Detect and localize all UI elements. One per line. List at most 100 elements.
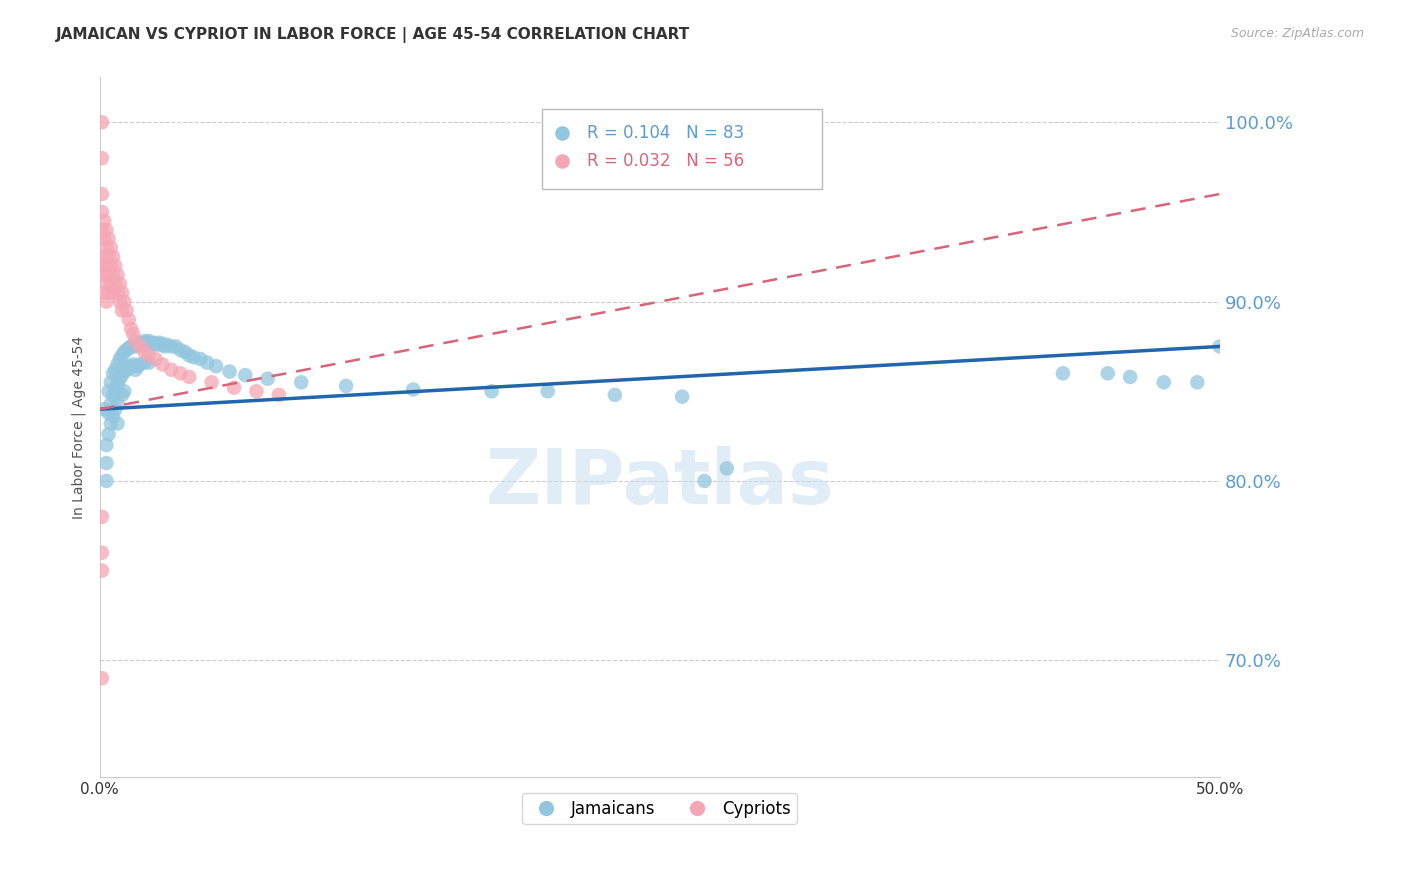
Point (104, 363, 127, 377)
Point (101, 367, 124, 381)
Point (112, 384, 135, 399)
Point (156, 337, 179, 351)
Point (108, 351, 131, 366)
Point (120, 321, 142, 335)
Point (96, 474, 118, 488)
Point (129, 358, 152, 372)
Point (107, 358, 129, 372)
Point (1209, 339, 1232, 353)
Point (107, 268, 129, 282)
Point (112, 344, 135, 359)
Point (150, 337, 173, 351)
Point (101, 250, 124, 264)
Point (104, 383, 127, 397)
Point (481, 384, 503, 399)
Point (97, 427, 120, 442)
Point (1014, 259, 1036, 273)
Point (134, 344, 156, 359)
Point (150, 358, 173, 372)
Point (96, 277, 118, 291)
Point (218, 365, 240, 379)
Point (233, 368, 256, 383)
Point (169, 343, 191, 357)
Point (107, 417, 129, 431)
Point (90, 205, 112, 219)
Point (111, 285, 134, 300)
Point (115, 363, 138, 377)
Point (97, 406, 120, 420)
Point (146, 337, 169, 351)
Point (93, 214, 115, 228)
Point (141, 335, 163, 350)
FancyBboxPatch shape (543, 109, 823, 189)
Point (245, 384, 267, 399)
Point (100, 241, 122, 255)
Point (97, 268, 120, 282)
Point (120, 339, 142, 353)
Point (96, 223, 118, 237)
Point (183, 350, 205, 364)
Text: ZIPatlas: ZIPatlas (485, 446, 834, 520)
Text: JAMAICAN VS CYPRIOT IN LABOR FORCE | AGE 45-54 CORRELATION CHART: JAMAICAN VS CYPRIOT IN LABOR FORCE | AGE… (56, 27, 690, 43)
Text: R = 0.032   N = 56: R = 0.032 N = 56 (586, 153, 744, 170)
Point (124, 334, 146, 348)
Point (118, 361, 141, 376)
Point (93, 250, 115, 264)
Point (118, 341, 141, 355)
Point (537, 384, 560, 399)
Point (107, 397, 129, 411)
Point (173, 344, 195, 359)
Point (108, 372, 131, 386)
Point (104, 259, 127, 273)
Text: Source: ZipAtlas.com: Source: ZipAtlas.com (1230, 27, 1364, 40)
Point (190, 351, 212, 366)
Point (120, 359, 142, 374)
Point (112, 294, 135, 309)
Point (100, 259, 122, 273)
Point (90, 259, 112, 273)
Point (101, 388, 124, 402)
Point (290, 376, 312, 390)
Point (179, 370, 201, 384)
Point (179, 348, 201, 362)
Point (129, 335, 152, 350)
Point (107, 285, 129, 300)
Point (335, 379, 357, 393)
Point (1153, 376, 1175, 390)
Point (90, 564, 112, 578)
Point (138, 348, 160, 362)
Point (671, 390, 693, 404)
Point (122, 326, 145, 341)
Point (90, 151, 112, 165)
Point (93, 402, 115, 417)
Point (96, 241, 118, 255)
Point (93, 232, 115, 246)
Point (104, 402, 127, 417)
Point (112, 365, 135, 379)
Point (93, 285, 115, 300)
Point (111, 368, 134, 383)
Point (145, 335, 167, 350)
Point (1187, 376, 1209, 390)
Point (149, 335, 172, 350)
Point (108, 277, 131, 291)
Point (131, 337, 153, 351)
Point (115, 343, 138, 357)
Point (122, 358, 145, 372)
Point (124, 363, 146, 377)
Point (153, 339, 176, 353)
Point (90, 223, 112, 237)
Point (1052, 367, 1074, 381)
Point (96, 456, 118, 470)
Point (165, 339, 187, 353)
Point (97, 384, 120, 399)
Point (97, 285, 120, 300)
Text: R = 0.104   N = 83: R = 0.104 N = 83 (586, 124, 744, 143)
Point (134, 334, 156, 348)
Point (201, 376, 224, 390)
Point (111, 303, 134, 318)
Point (97, 250, 120, 264)
Point (101, 409, 124, 424)
Point (134, 355, 156, 369)
Legend: Jamaicans, Cypriots: Jamaicans, Cypriots (522, 793, 797, 824)
